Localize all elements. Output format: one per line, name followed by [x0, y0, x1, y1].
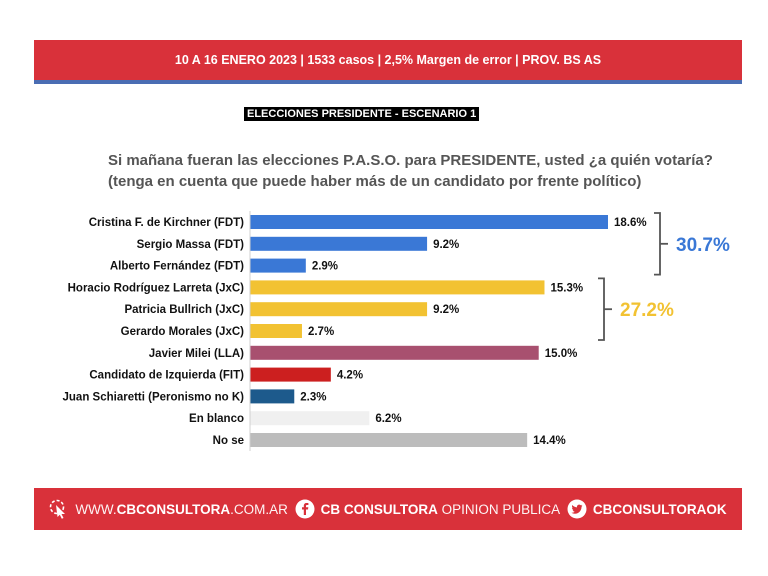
click-cursor-icon	[49, 499, 69, 519]
bar	[250, 389, 295, 404]
value-label: 2.7%	[308, 326, 334, 338]
bar	[250, 324, 302, 338]
category-label: Horacio Rodríguez Larreta (JxC)	[68, 282, 245, 294]
website-name: CBCONSULTORA	[116, 501, 231, 517]
category-label: Javier Milei (LLA)	[149, 348, 244, 360]
facebook-icon	[295, 499, 315, 519]
value-label: 9.2%	[433, 239, 459, 251]
bar	[250, 302, 428, 317]
value-label: 18.6%	[614, 217, 647, 229]
footer-website[interactable]: WWW.CBCONSULTORA.COM.AR	[49, 499, 288, 519]
value-label: 14.4%	[533, 435, 566, 447]
category-label: Alberto Fernández (FDT)	[110, 261, 244, 273]
value-label: 4.2%	[337, 370, 363, 382]
question-line-2: (tenga en cuenta que puede haber más de …	[108, 173, 642, 190]
website-prefix: WWW.	[75, 501, 117, 517]
survey-info-banner: 10 A 16 ENERO 2023 | 1533 casos | 2,5% M…	[34, 40, 742, 84]
value-label: 2.3%	[300, 391, 326, 403]
bar	[250, 411, 370, 426]
website-suffix: .COM.AR	[230, 501, 288, 517]
facebook-name: CB CONSULTORA	[320, 501, 438, 517]
bar	[250, 258, 306, 273]
bar	[250, 345, 539, 360]
bar	[250, 280, 545, 295]
category-label: Juan Schiaretti (Peronismo no K)	[63, 391, 245, 403]
value-label: 6.2%	[375, 413, 401, 425]
bar	[250, 215, 608, 229]
facebook-tagline: OPINION PUBLICA	[441, 501, 561, 517]
category-label: Candidato de Izquierda (FIT)	[89, 370, 244, 382]
twitter-icon	[567, 499, 587, 519]
bar	[250, 236, 428, 251]
category-label: No se	[213, 435, 244, 447]
category-label: Cristina F. de Kirchner (FDT)	[89, 217, 244, 229]
category-label: Sergio Massa (FDT)	[137, 239, 245, 251]
group-total-label: 27.2%	[620, 300, 674, 321]
value-label: 9.2%	[433, 304, 459, 316]
category-label: Patricia Bullrich (JxC)	[124, 304, 244, 316]
survey-info-text: 10 A 16 ENERO 2023 | 1533 casos | 2,5% M…	[174, 53, 602, 67]
group-bracket	[654, 212, 661, 276]
survey-question: Si mañana fueran las elecciones P.A.S.O.…	[108, 150, 728, 192]
value-label: 15.3%	[550, 282, 583, 294]
footer-banner: WWW.CBCONSULTORA.COM.AR CB CONSULTORA OP…	[34, 488, 742, 530]
twitter-handle: CBCONSULTORAOK	[592, 501, 727, 517]
footer-twitter[interactable]: CBCONSULTORAOK	[567, 499, 727, 519]
question-line-1: Si mañana fueran las elecciones P.A.S.O.…	[108, 152, 713, 169]
bar	[250, 367, 331, 382]
value-label: 2.9%	[312, 261, 338, 273]
category-label: Gerardo Morales (JxC)	[121, 326, 245, 338]
bar	[250, 433, 528, 447]
scenario-label: ELECCIONES PRESIDENTE - ESCENARIO 1	[244, 107, 480, 121]
category-label: En blanco	[189, 413, 244, 425]
group-total-label: 30.7%	[676, 235, 730, 256]
footer-facebook[interactable]: CB CONSULTORA OPINION PUBLICA	[295, 499, 561, 519]
value-label: 15.0%	[545, 348, 578, 360]
group-bracket	[598, 277, 605, 341]
